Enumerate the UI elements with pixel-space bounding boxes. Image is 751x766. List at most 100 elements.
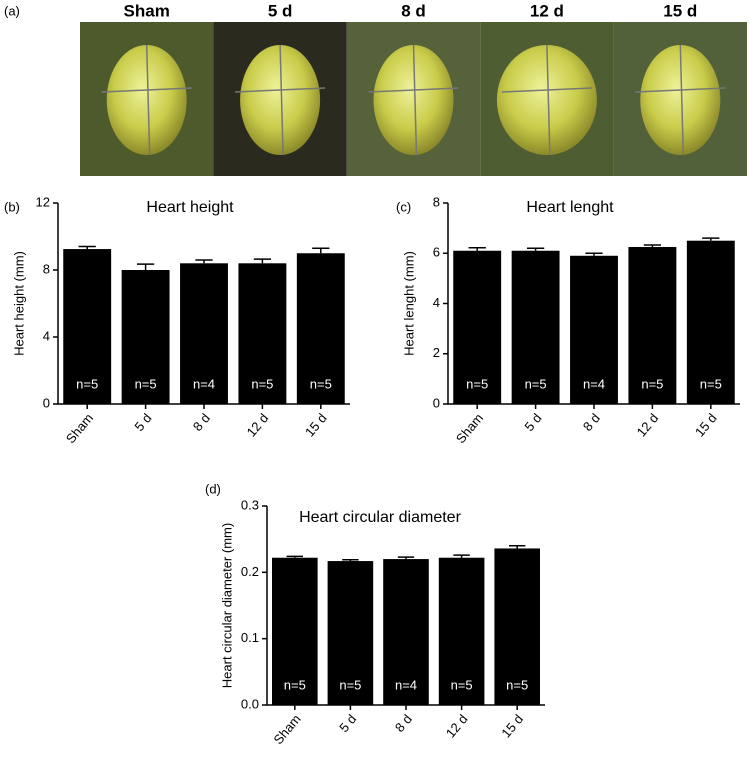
bar	[327, 561, 374, 705]
y-tick-label: 0	[43, 395, 50, 410]
x-tick-label: 15 d	[692, 410, 720, 439]
x-tick-label: Sham	[453, 410, 486, 446]
y-tick-label: 2	[433, 345, 440, 360]
chart-title: Heart circular diameter	[299, 509, 462, 526]
heart	[640, 45, 721, 155]
bar	[63, 249, 112, 404]
photo-strip	[80, 22, 747, 176]
bar	[180, 263, 228, 404]
heart	[240, 45, 321, 155]
x-tick-label: 5 d	[336, 711, 359, 734]
y-axis-label: Heart height (mm)	[11, 251, 26, 356]
axes	[266, 506, 545, 706]
x-tick-label: 15 d	[302, 410, 330, 439]
photo-title: 15 d	[663, 1, 697, 20]
bar	[438, 557, 485, 705]
bar-annotation: n=5	[135, 376, 157, 391]
error-bar	[585, 252, 603, 256]
error-bar	[526, 247, 545, 251]
bar	[383, 559, 429, 705]
panel-label: (b)	[4, 199, 20, 214]
measure-line	[368, 87, 459, 93]
bar-annotation: n=4	[583, 376, 605, 391]
measure-line	[279, 44, 284, 156]
bar	[686, 240, 735, 404]
error-bar	[195, 259, 213, 264]
y-tick-label: 8	[433, 194, 440, 209]
bar	[453, 250, 502, 404]
panel-label: (a)	[4, 3, 20, 18]
bar	[272, 557, 318, 705]
photo-title: Sham	[124, 1, 170, 20]
error-bar	[136, 263, 155, 270]
error-bar	[453, 554, 470, 558]
measure-line	[145, 44, 151, 156]
bar	[238, 263, 287, 404]
bar	[570, 255, 618, 404]
measure-line	[101, 87, 192, 93]
error-bar	[468, 246, 486, 251]
y-axis-label: Heart lenght (mm)	[401, 251, 416, 356]
bar-annotation: n=5	[525, 376, 547, 391]
photo-title: 5 d	[268, 1, 293, 20]
x-tick-label: 8 d	[392, 711, 415, 734]
axes	[57, 203, 350, 405]
bar-annotation: n=4	[193, 376, 215, 391]
bar-annotation: n=5	[700, 376, 722, 391]
bar	[494, 548, 540, 705]
measure-line	[412, 44, 418, 156]
error-bar	[397, 556, 415, 560]
measure-line	[546, 44, 551, 156]
measure-line	[679, 44, 685, 156]
bar	[511, 250, 560, 404]
y-tick-label: 0.0	[241, 696, 259, 711]
measure-line	[635, 87, 726, 93]
bar-annotation: n=5	[506, 677, 528, 692]
bar-annotation: n=5	[339, 677, 361, 692]
y-tick-label: 4	[43, 328, 50, 343]
y-tick-label: 4	[433, 295, 440, 310]
error-bar	[286, 555, 304, 558]
bar-annotation: n=5	[76, 376, 98, 391]
x-tick-label: 12 d	[634, 410, 662, 439]
error-bar	[702, 237, 720, 241]
heart	[496, 45, 597, 155]
measure-line	[501, 87, 592, 93]
y-tick-label: 0.2	[241, 564, 259, 579]
axes	[447, 203, 740, 405]
y-tick-label: 6	[433, 245, 440, 260]
y-axis-label: Heart circular diameter (mm)	[219, 523, 234, 688]
error-bar	[342, 558, 359, 562]
bar-annotation: n=5	[310, 376, 332, 391]
y-tick-label: 0.3	[241, 497, 259, 512]
error-bar	[78, 245, 96, 250]
panel-label: (d)	[205, 481, 221, 496]
y-tick-label: 12	[36, 194, 50, 209]
photo-title: 12 d	[530, 1, 564, 20]
heart	[373, 45, 454, 155]
bar	[628, 246, 677, 404]
bar-annotation: n=5	[466, 376, 488, 391]
x-tick-label: 15 d	[498, 711, 526, 740]
bar-annotation: n=5	[251, 376, 273, 391]
x-tick-label: 12 d	[443, 711, 471, 740]
x-tick-label: 5 d	[521, 410, 544, 433]
error-bar	[643, 244, 662, 247]
bar-annotation: n=5	[451, 677, 473, 692]
x-tick-label: Sham	[63, 410, 96, 446]
bar	[121, 270, 170, 404]
bar-annotation: n=5	[641, 376, 663, 391]
error-bar	[508, 545, 526, 549]
y-tick-label: 0.1	[241, 630, 259, 645]
photo-title: 8 d	[401, 1, 426, 20]
chart-title: Heart lenght	[526, 199, 614, 216]
y-tick-label: 0	[433, 395, 440, 410]
heart	[106, 45, 187, 155]
error-bar	[253, 258, 272, 264]
bar-annotation: n=4	[395, 677, 417, 692]
bar	[296, 253, 345, 404]
error-bar	[312, 247, 330, 254]
x-tick-label: 8 d	[190, 410, 213, 433]
x-tick-label: 12 d	[244, 410, 272, 439]
